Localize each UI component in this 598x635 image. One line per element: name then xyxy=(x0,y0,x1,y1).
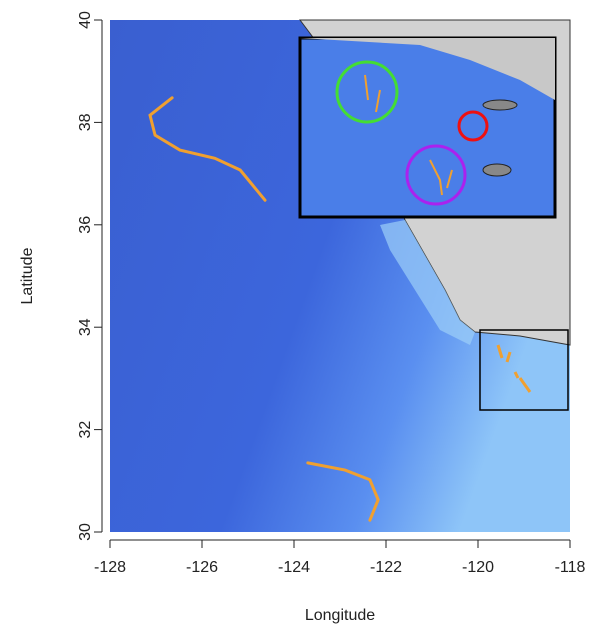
x-tick-label: -126 xyxy=(186,559,218,576)
x-tick-label: -124 xyxy=(278,559,310,576)
x-axis-label: Longitude xyxy=(305,607,375,624)
y-tick-label: 34 xyxy=(77,318,94,336)
y-tick-label: 30 xyxy=(77,523,94,541)
x-tick-label: -122 xyxy=(370,559,402,576)
island xyxy=(483,164,511,176)
y-tick-label: 38 xyxy=(77,113,94,131)
map: Longitude Latitude -128 -126 -124 -122 -120 -… xyxy=(0,0,598,630)
y-tick-label: 40 xyxy=(77,11,94,29)
y-axis-label: Latitude xyxy=(19,247,36,304)
y-tick-label: 32 xyxy=(77,421,94,439)
y-tick-label: 36 xyxy=(77,216,94,234)
map-area xyxy=(110,20,570,532)
x-tick-label: -128 xyxy=(94,559,126,576)
x-tick-label: -118 xyxy=(555,559,586,576)
x-tick-label: -120 xyxy=(462,559,494,576)
island xyxy=(483,100,517,110)
